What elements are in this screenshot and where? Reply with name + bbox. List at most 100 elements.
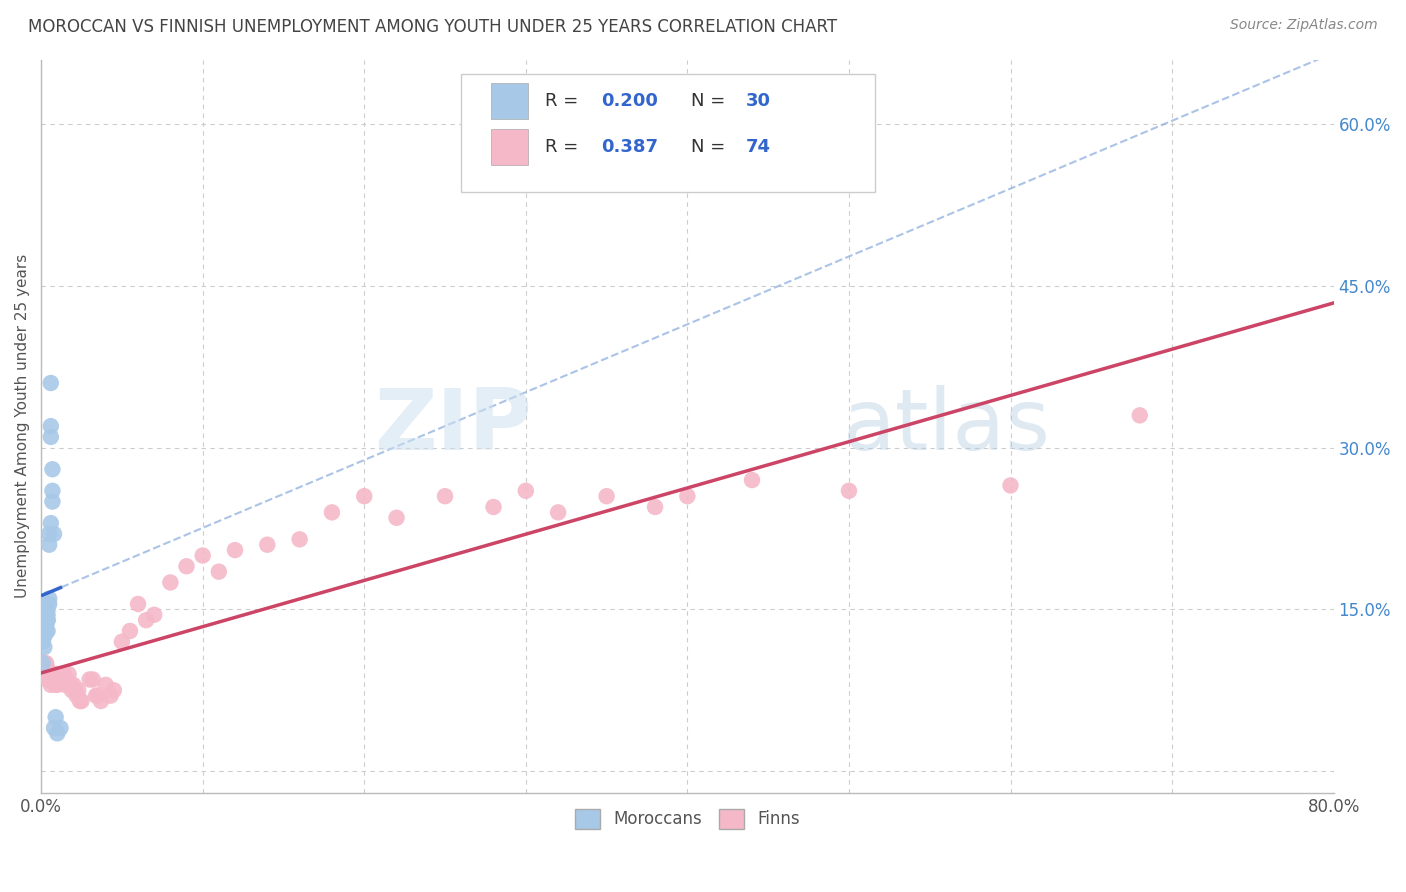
Point	[49, 667, 72, 681]
Point	[39, 419, 62, 434]
Point	[34, 640, 56, 654]
Text: MOROCCAN VS FINNISH UNEMPLOYMENT AMONG YOUTH UNDER 25 YEARS CORRELATION CHART: MOROCCAN VS FINNISH UNEMPLOYMENT AMONG Y…	[28, 18, 837, 36]
Point	[70, 694, 93, 708]
Point	[741, 473, 763, 487]
Point	[676, 489, 699, 503]
Point	[31, 634, 53, 648]
Point	[31, 657, 53, 671]
Point	[191, 549, 214, 563]
Point	[288, 533, 311, 547]
Text: R =: R =	[546, 92, 585, 110]
Point	[37, 662, 59, 676]
Point	[63, 683, 86, 698]
Point	[37, 673, 59, 687]
Point	[385, 510, 408, 524]
Point	[434, 489, 457, 503]
Point	[31, 657, 53, 671]
Point	[46, 667, 69, 681]
Point	[127, 597, 149, 611]
Point	[41, 462, 63, 476]
FancyBboxPatch shape	[491, 83, 529, 119]
Point	[39, 430, 62, 444]
Point	[35, 624, 58, 638]
Text: ZIP: ZIP	[374, 384, 533, 467]
Point	[46, 678, 69, 692]
Point	[353, 489, 375, 503]
Point	[35, 613, 58, 627]
Legend: Moroccans, Finns: Moroccans, Finns	[568, 802, 807, 836]
Point	[56, 673, 79, 687]
Point	[39, 376, 62, 390]
Point	[84, 689, 107, 703]
Point	[159, 575, 181, 590]
Point	[37, 613, 59, 627]
Point	[49, 721, 72, 735]
Point	[38, 667, 60, 681]
Point	[39, 516, 62, 530]
Text: Source: ZipAtlas.com: Source: ZipAtlas.com	[1230, 18, 1378, 32]
Point	[52, 667, 75, 681]
Point	[176, 559, 198, 574]
Text: 0.200: 0.200	[600, 92, 658, 110]
Text: 30: 30	[745, 92, 770, 110]
Text: N =: N =	[692, 92, 731, 110]
Point	[118, 624, 141, 638]
Point	[321, 505, 343, 519]
Point	[42, 667, 65, 681]
Point	[100, 689, 122, 703]
Text: R =: R =	[546, 138, 585, 156]
Point	[482, 500, 505, 514]
Point	[46, 667, 69, 681]
Point	[38, 527, 60, 541]
Point	[39, 673, 62, 687]
Point	[547, 505, 569, 519]
Point	[66, 689, 89, 703]
Point	[515, 483, 537, 498]
Point	[53, 678, 76, 692]
Point	[103, 683, 125, 698]
Point	[35, 618, 58, 632]
Point	[34, 662, 56, 676]
Point	[42, 721, 65, 735]
Point	[34, 624, 56, 638]
Point	[38, 591, 60, 606]
Point	[41, 483, 63, 498]
Text: N =: N =	[692, 138, 731, 156]
Point	[31, 662, 53, 676]
Point	[838, 483, 860, 498]
Text: 0.387: 0.387	[600, 138, 658, 156]
Point	[37, 613, 59, 627]
Point	[69, 694, 91, 708]
Point	[35, 657, 58, 671]
Point	[41, 673, 63, 687]
Point	[41, 494, 63, 508]
Point	[38, 597, 60, 611]
Point	[644, 500, 666, 514]
FancyBboxPatch shape	[491, 129, 529, 165]
Point	[35, 662, 58, 676]
Point	[39, 673, 62, 687]
Point	[62, 678, 84, 692]
Point	[46, 726, 69, 740]
Y-axis label: Unemployment Among Youth under 25 years: Unemployment Among Youth under 25 years	[15, 254, 30, 599]
Point	[94, 678, 117, 692]
Point	[37, 667, 59, 681]
Point	[38, 673, 60, 687]
Point	[37, 602, 59, 616]
Point	[595, 489, 617, 503]
FancyBboxPatch shape	[461, 74, 875, 192]
Point	[39, 678, 62, 692]
Point	[256, 538, 278, 552]
Point	[59, 678, 82, 692]
Point	[35, 657, 58, 671]
Point	[111, 634, 134, 648]
Point	[79, 673, 101, 687]
Point	[135, 613, 157, 627]
Point	[41, 673, 63, 687]
Point	[45, 673, 67, 687]
Point	[37, 607, 59, 622]
Point	[90, 694, 112, 708]
Point	[42, 673, 65, 687]
Point	[45, 678, 67, 692]
Point	[60, 683, 83, 698]
